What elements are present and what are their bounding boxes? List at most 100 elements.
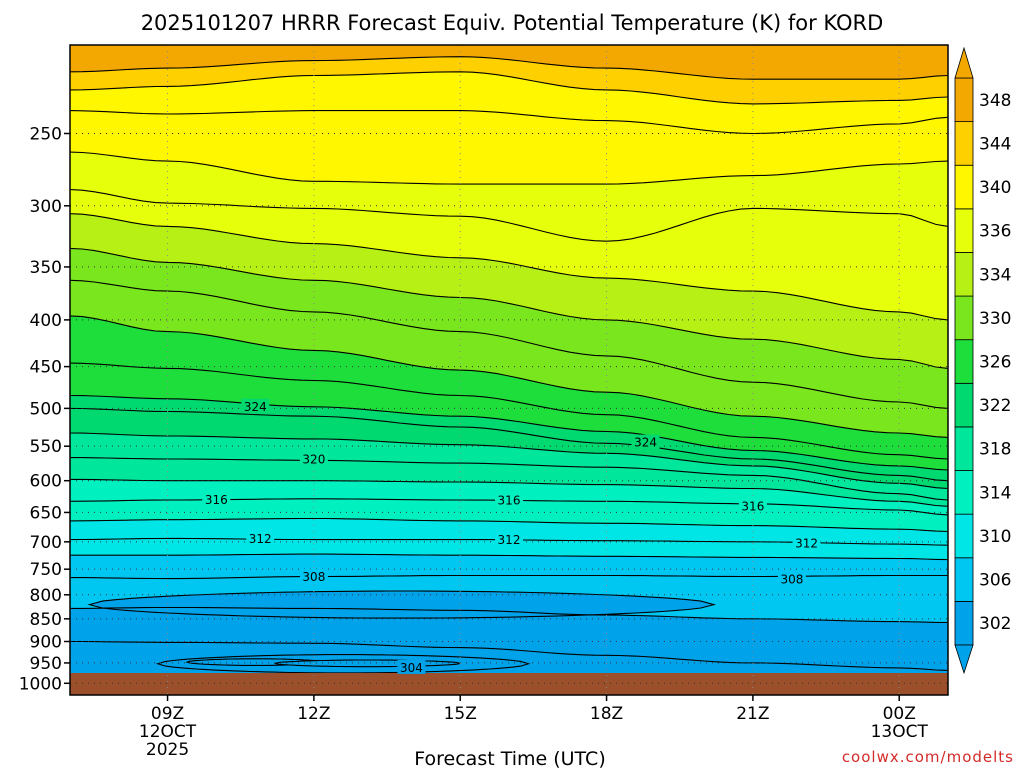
contour-label-bg-316	[202, 492, 231, 507]
contour-348	[69, 56, 949, 80]
color-band-344	[70, 71, 948, 134]
contour-label-312: 312	[498, 533, 521, 547]
y-tick-label-750: 750	[30, 560, 62, 580]
colorbar-bottom-arrow	[954, 644, 974, 675]
x-tick-label-5: 00Z	[883, 704, 916, 724]
y-tick-label-500: 500	[30, 399, 62, 419]
color-band-310	[70, 554, 948, 579]
colorbar-label-340: 340	[979, 178, 1011, 198]
y-tick-label-900: 900	[30, 632, 62, 652]
contour-306	[70, 606, 949, 624]
colorbar-label-318: 318	[979, 440, 1011, 460]
y-tick-label-850: 850	[30, 610, 62, 630]
color-band-322	[70, 433, 948, 500]
cold-pockets	[87, 590, 717, 674]
cold-pocket-3	[274, 659, 461, 668]
contour-label-308: 308	[302, 570, 325, 584]
colorbar-swatch-6	[954, 339, 974, 384]
y-axis: 2503003504004505005506006507007508008509…	[19, 124, 70, 694]
x-tick-sublabel-0-0: 12OCT	[139, 722, 197, 742]
contour-label-bg-316	[495, 492, 523, 507]
y-tick-label-600: 600	[30, 472, 62, 492]
contour-336	[69, 213, 949, 321]
color-band-320	[70, 457, 948, 507]
contour-label-324: 324	[634, 436, 657, 450]
colorbar-label-348: 348	[979, 91, 1011, 111]
x-tick-label-1: 12Z	[297, 704, 330, 724]
colorbar-label-344: 344	[979, 134, 1011, 154]
color-band-312	[70, 538, 948, 560]
x-tick-label-0: 09Z	[151, 704, 184, 724]
colorbar-swatch-12	[954, 77, 974, 123]
y-tick-label-450: 450	[30, 358, 62, 378]
contour-334	[69, 247, 949, 369]
contour-label-bg-324	[241, 398, 270, 413]
contour-label-bg-304	[397, 659, 426, 674]
contour-label-316: 316	[741, 499, 764, 513]
x-tick-label-4: 21Z	[736, 704, 769, 724]
contour-332	[69, 279, 949, 409]
contour-label-312: 312	[795, 537, 818, 551]
colorbar-swatch-9	[954, 208, 974, 253]
y-tick-label-400: 400	[30, 311, 62, 331]
contour-label-304: 304	[400, 661, 423, 675]
y-tick-label-950: 950	[30, 654, 62, 674]
x-tick-label-3: 18Z	[590, 704, 623, 724]
contour-304	[70, 640, 949, 671]
colorbar-swatch-5	[954, 382, 974, 428]
y-tick-label-700: 700	[30, 533, 62, 553]
contour-lines	[69, 56, 949, 671]
x-axis-label: Forecast Time (UTC)	[414, 748, 605, 768]
color-band-314	[70, 518, 948, 546]
contour-label-324: 324	[244, 400, 267, 414]
x-tick-label-2: 15Z	[444, 704, 477, 724]
contour-label-308: 308	[780, 573, 803, 587]
y-tick-label-250: 250	[30, 124, 62, 144]
colorbar-label-334: 334	[979, 265, 1011, 285]
contour-label-312: 312	[249, 532, 272, 546]
colorbar-label-326: 326	[979, 353, 1011, 373]
colorbar-label-310: 310	[979, 527, 1011, 547]
colorbar-swatch-2	[954, 513, 974, 559]
colorbar-swatch-8	[954, 252, 974, 297]
color-band-306	[70, 607, 948, 671]
contour-314	[69, 517, 949, 533]
colorbar-label-330: 330	[979, 309, 1011, 329]
colorbar-swatch-1	[954, 557, 974, 602]
color-band-332	[70, 280, 948, 438]
contour-label-bg-308	[299, 569, 328, 584]
colorbar-label-314: 314	[979, 483, 1011, 503]
colorbar-swatch-7	[954, 295, 974, 341]
x-tick-sublabel-5-0: 13OCT	[871, 722, 929, 742]
colorbar-label-322: 322	[979, 396, 1011, 416]
contour-310	[70, 553, 949, 561]
colorbar-swatch-11	[954, 121, 974, 166]
contour-label-bg-324	[631, 434, 660, 449]
color-band-330	[70, 315, 948, 459]
colorbar-label-302: 302	[979, 614, 1011, 634]
chart-title: 2025101207 HRRR Forecast Equiv. Potentia…	[141, 11, 884, 35]
colorbar-top-arrow	[954, 46, 974, 79]
contour-326	[69, 394, 949, 471]
color-band-334	[70, 248, 948, 409]
plot-frame	[69, 44, 949, 696]
color-band-340	[70, 152, 948, 242]
y-tick-label-350: 350	[30, 258, 62, 278]
y-tick-label-800: 800	[30, 586, 62, 606]
contour-label-bg-312	[495, 532, 523, 547]
contour-label-bg-312	[246, 530, 275, 545]
y-tick-label-1000: 1000	[19, 674, 62, 694]
contour-340	[69, 151, 949, 185]
y-tick-label-550: 550	[30, 437, 62, 457]
color-band-342	[70, 110, 948, 185]
plot-area: 324 324 320 316 316 316 312 312 312 308 308 304	[69, 44, 949, 696]
color-band-338	[70, 189, 948, 320]
color-band-348	[70, 56, 948, 104]
colorbar-swatch-4	[954, 426, 974, 471]
color-band-324	[70, 408, 948, 489]
cold-pocket-0	[87, 590, 717, 619]
contour-318	[70, 478, 949, 507]
contour-label-bg-312	[792, 535, 821, 550]
surface-strip	[70, 673, 948, 695]
colorbar: 302 306 310 314 318 322 326 330 334 336 340 344 348	[954, 46, 1011, 675]
